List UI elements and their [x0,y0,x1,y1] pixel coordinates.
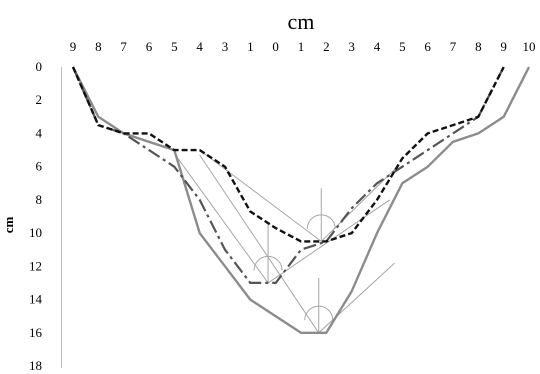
series-lines [71,66,531,334]
x-tick-label: 0 [272,39,279,54]
y-tick-labels: 0 2 4 6 8 10 12 14 16 18 [29,59,43,373]
y-tick-label: 6 [36,159,43,174]
x-tick-label: 4 [374,39,381,54]
reference-triangle [199,154,396,334]
y-tick-label: 14 [29,292,43,307]
y-tick-label: 4 [36,125,43,140]
y-tick-label: 8 [36,192,43,207]
x-tick-label: 9 [500,39,507,54]
angle-marker-arc [306,214,336,229]
x-tick-label: 9 [70,39,77,54]
reference-triangle [199,149,398,243]
y-tick-label: 10 [29,225,42,240]
y-tick-label: 0 [36,59,43,74]
chart-title: cm [288,9,315,34]
x-tick-label: 7 [450,39,457,54]
reference-triangles [173,149,398,334]
x-tick-label: 6 [424,39,431,54]
x-tick-label: 5 [399,39,406,54]
x-tick-label: 3 [348,39,355,54]
x-tick-label: 6 [146,39,153,54]
y-tick-label: 2 [36,92,43,107]
x-tick-label: 8 [95,39,102,54]
x-tick-label: 7 [120,39,127,54]
y-tick-label: 12 [29,258,42,273]
angle-marker-arc [304,305,334,321]
y-tick-label: 16 [29,325,43,340]
series-line-dash-dot [71,66,505,284]
y-tick-label: 18 [29,358,42,373]
y-axis-label: cm [1,217,16,234]
x-tick-label: 3 [222,39,229,54]
angle-marker-arc [253,255,283,271]
x-tick-label: 8 [475,39,482,54]
x-tick-label: 1 [247,39,254,54]
x-tick-label: 1 [298,39,305,54]
x-tick-label: 10 [523,39,536,54]
series-line-dashed [71,66,505,243]
series-line-solid-gray [71,66,531,334]
x-tick-labels: 9 8 7 6 5 4 3 1 0 1 2 3 4 5 6 7 8 9 10 [70,39,536,54]
reference-triangle [173,153,390,284]
x-tick-label: 2 [323,39,330,54]
x-tick-label: 4 [196,39,203,54]
x-tick-label: 5 [171,39,178,54]
